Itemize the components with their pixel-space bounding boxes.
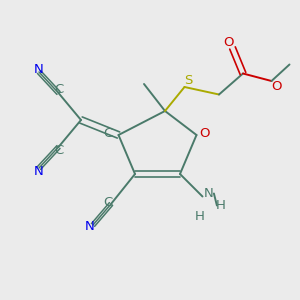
Text: N: N bbox=[34, 62, 44, 76]
Text: C: C bbox=[103, 196, 112, 209]
Text: H: H bbox=[216, 199, 225, 212]
Text: H: H bbox=[195, 209, 204, 223]
Text: N: N bbox=[34, 165, 44, 178]
Text: C: C bbox=[54, 143, 63, 157]
Text: N: N bbox=[204, 187, 214, 200]
Text: O: O bbox=[200, 127, 210, 140]
Text: C: C bbox=[54, 83, 63, 96]
Text: C: C bbox=[103, 127, 112, 140]
Text: N: N bbox=[85, 220, 95, 233]
Text: O: O bbox=[271, 80, 281, 94]
Text: S: S bbox=[184, 74, 192, 88]
Text: O: O bbox=[224, 36, 234, 49]
